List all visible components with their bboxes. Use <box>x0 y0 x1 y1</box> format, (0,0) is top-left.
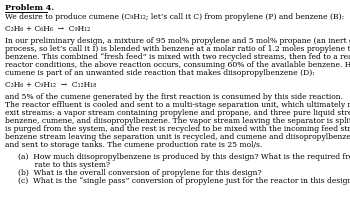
Text: rate to this system?: rate to this system? <box>18 161 110 169</box>
Text: and sent to storage tanks. The cumene production rate is 25 mol/s.: and sent to storage tanks. The cumene pr… <box>5 141 262 149</box>
Text: process, so let’s call it I) is blended with benzene at a molar ratio of 1.2 mol: process, so let’s call it I) is blended … <box>5 45 350 53</box>
Text: We desire to produce cumene (C₉H₁₂; let’s call it C) from propylene (P) and benz: We desire to produce cumene (C₉H₁₂; let’… <box>5 13 344 21</box>
Text: (c)  What is the “single pass” conversion of propylene just for the reactor in t: (c) What is the “single pass” conversion… <box>18 177 350 185</box>
Text: cumene is part of an unwanted side reaction that makes diisopropylbenzene (D):: cumene is part of an unwanted side react… <box>5 69 315 77</box>
Text: C₃H₆ + C₉H₁₂  →  C₁₂H₁₈: C₃H₆ + C₉H₁₂ → C₁₂H₁₈ <box>5 81 96 89</box>
Text: (b)  What is the overall conversion of propylene for this design?: (b) What is the overall conversion of pr… <box>18 169 262 177</box>
Text: is purged from the system, and the rest is recycled to be mixed with the incomin: is purged from the system, and the rest … <box>5 125 350 133</box>
Text: C₃H₆ + C₆H₆  →  C₉H₁₂: C₃H₆ + C₆H₆ → C₉H₁₂ <box>5 25 90 33</box>
Text: Problem 4.: Problem 4. <box>5 4 54 12</box>
Text: benzene, cumene, and diisopropylbenzene. The vapor stream leaving the separator : benzene, cumene, and diisopropylbenzene.… <box>5 117 350 125</box>
Text: reactor conditions, the above reaction occurs, consuming 60% of the available be: reactor conditions, the above reaction o… <box>5 61 350 69</box>
Text: benzene stream leaving the separation unit is recycled, and cumene and diisoprop: benzene stream leaving the separation un… <box>5 133 350 141</box>
Text: exit streams: a vapor stream containing propylene and propane, and three pure li: exit streams: a vapor stream containing … <box>5 109 350 117</box>
Text: In our preliminary design, a mixture of 95 mol% propylene and 5 mol% propane (an: In our preliminary design, a mixture of … <box>5 37 350 45</box>
Text: and 5% of the cumene generated by the first reaction is consumed by this side re: and 5% of the cumene generated by the fi… <box>5 93 343 101</box>
Text: The reactor effluent is cooled and sent to a multi-stage separation unit, which : The reactor effluent is cooled and sent … <box>5 101 350 109</box>
Text: (a)  How much diisopropylbenzene is produced by this design? What is the require: (a) How much diisopropylbenzene is produ… <box>18 153 350 161</box>
Text: benzene. This combined “fresh feed” is mixed with two recycled streams, then fed: benzene. This combined “fresh feed” is m… <box>5 53 350 61</box>
